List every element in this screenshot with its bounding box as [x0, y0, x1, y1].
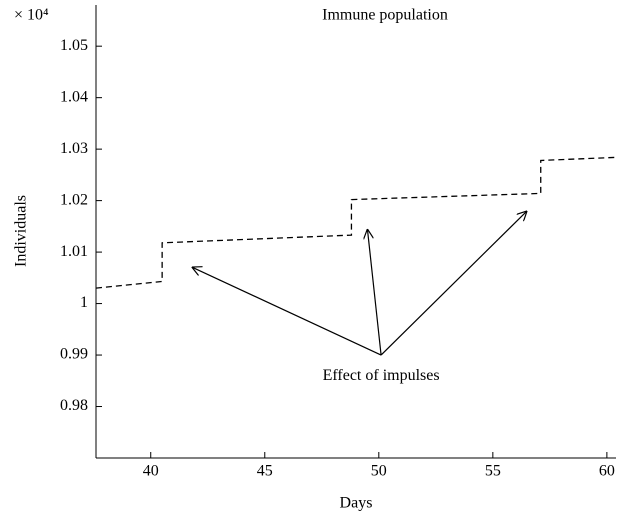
- x-axis-label: Days: [340, 495, 373, 512]
- y-tick-label: 0.99: [60, 346, 88, 363]
- y-tick-label: 1.05: [60, 37, 88, 54]
- x-tick-label: 50: [371, 463, 387, 480]
- offset-text: × 10⁴: [14, 7, 49, 24]
- x-tick-label: 55: [485, 463, 501, 480]
- x-tick-label: 40: [143, 463, 159, 480]
- x-tick-label: 45: [257, 463, 273, 480]
- x-tick-label: 60: [599, 463, 615, 480]
- annotation-arrow: [192, 267, 382, 356]
- y-tick-label: 1.01: [60, 243, 88, 260]
- annotation-arrow: [367, 229, 382, 356]
- y-tick-label: 1.02: [60, 191, 88, 208]
- line-series: [95, 156, 617, 289]
- y-tick-label: 0.98: [60, 397, 88, 414]
- annotation-arrow: [380, 211, 527, 356]
- y-tick-label: 1.04: [60, 88, 88, 105]
- chart-title: Immune population: [322, 7, 448, 24]
- annotation-text: Effect of impulses: [323, 367, 440, 384]
- y-axis-label: Individuals: [13, 195, 30, 267]
- y-tick-label: 1.03: [60, 140, 88, 157]
- y-tick-label: 1: [80, 294, 88, 311]
